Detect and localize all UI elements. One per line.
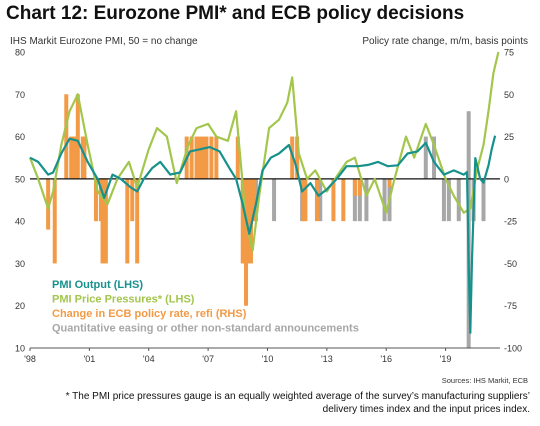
footnote: * The PMI price pressures gauge is an eq… xyxy=(10,390,530,416)
refi-bar-2009-05 xyxy=(252,178,257,222)
right-tick-label: -75 xyxy=(504,301,517,311)
refi-bar-2001-11 xyxy=(103,178,108,264)
refi-bar-2001-09 xyxy=(100,178,105,264)
refi-bar-2006-12 xyxy=(204,136,209,179)
refi-bar-2007-06 xyxy=(214,136,219,179)
legend-qe: Quantitative easing or other non-standar… xyxy=(52,323,359,335)
qe-marker-2018-01 xyxy=(423,136,428,179)
left-tick-label: 30 xyxy=(15,259,25,269)
refi-bar-2000-10 xyxy=(82,136,87,179)
x-tick-label: '98 xyxy=(24,354,36,364)
right-tick-label: 50 xyxy=(504,90,514,100)
legend-output: PMI Output (LHS) xyxy=(52,279,143,291)
refi-bar-2008-07 xyxy=(235,136,240,179)
footnote-line-2: delivery times index and the input price… xyxy=(322,404,530,415)
refi-bar-1999-11 xyxy=(64,94,69,179)
source-note: Sources: IHS Markit, ECB xyxy=(441,376,528,385)
left-tick-label: 60 xyxy=(15,132,25,142)
refi-bar-2001-05 xyxy=(93,178,98,222)
refi-bars xyxy=(46,94,392,306)
chart-title: Chart 12: Eurozone PMI* and ECB policy d… xyxy=(6,3,465,24)
refi-bar-2003-06 xyxy=(135,178,140,264)
qe-marker-2019-09 xyxy=(456,178,461,222)
right-tick-label: -25 xyxy=(504,217,517,227)
qe-marker-2018-06 xyxy=(432,136,437,179)
qe-marker-2014-06 xyxy=(352,178,357,222)
left-tick-label: 70 xyxy=(15,90,25,100)
left-tick-label: 10 xyxy=(15,344,25,354)
refi-bar-2000-04 xyxy=(72,136,77,179)
qe-marker-2015-12 xyxy=(382,178,387,222)
refi-bar-2016-03 xyxy=(387,178,392,188)
pmi-series-lines xyxy=(28,51,500,334)
right-tick-label: 75 xyxy=(504,48,514,58)
x-tick-label: '10 xyxy=(262,354,274,364)
refi-bar-1999-04 xyxy=(52,178,57,264)
left-tick-label: 80 xyxy=(15,48,25,58)
refi-bar-2006-03 xyxy=(189,136,194,179)
x-tick-label: '19 xyxy=(440,354,452,364)
qe-marker-2019-03 xyxy=(446,178,451,222)
refi-bar-2006-06 xyxy=(194,136,199,179)
refi-bar-2003-03 xyxy=(130,178,135,222)
qe-marker-2010-05 xyxy=(272,178,277,222)
footnote-line-1: * The PMI price pressures gauge is an eq… xyxy=(65,391,530,402)
refi-bar-2014-06 xyxy=(352,178,357,196)
x-tick-label: '13 xyxy=(321,354,333,364)
legend: PMI Output (LHS) PMI Price Pressures* (LH… xyxy=(52,279,359,335)
refi-bar-2002-12 xyxy=(125,178,130,264)
left-tick-label: 20 xyxy=(15,301,25,311)
pmi-output-line xyxy=(29,135,497,334)
left-axis-note: IHS Markit Eurozone PMI, 50 = no change xyxy=(10,36,198,47)
refi-bar-2014-09 xyxy=(357,178,362,196)
refi-bar-2009-03 xyxy=(248,178,253,264)
refi-bar-2007-03 xyxy=(209,136,214,179)
right-tick-label: -50 xyxy=(504,259,517,269)
x-tick-label: '07 xyxy=(202,354,214,364)
legend-refi: Change in ECB policy rate, refi (RHS) xyxy=(52,308,247,320)
refi-bar-2006-10 xyxy=(201,136,206,179)
refi-bar-1998-12 xyxy=(46,178,51,230)
pmi-price-pressures-line xyxy=(28,51,500,252)
refi-bar-2013-05 xyxy=(331,178,336,222)
x-tick-label: '04 xyxy=(143,354,155,364)
refi-bar-2013-11 xyxy=(341,178,346,222)
x-tick-label: '01 xyxy=(84,354,96,364)
refi-bar-2011-07 xyxy=(295,136,300,179)
axis-ticks: 10 20 30 40 50 60 70 80 -100 -75 -50 -25 0 25 50 75 '98 '… xyxy=(15,48,522,365)
qe-marker-2015-01 xyxy=(364,178,369,222)
qe-marker-2018-12 xyxy=(441,178,446,222)
right-axis-note: Policy rate change, m/m, basis points xyxy=(362,36,528,47)
legend-price-pressures: PMI Price Pressures* (LHS) xyxy=(52,294,195,306)
refi-bar-2009-01 xyxy=(245,178,250,264)
qe-marker-2014-09 xyxy=(357,178,362,222)
right-tick-label: 0 xyxy=(504,174,509,184)
x-tick-label: '16 xyxy=(380,354,392,364)
right-tick-label: 25 xyxy=(504,132,514,142)
left-tick-label: 40 xyxy=(15,217,25,227)
qe-marker-2020-12 xyxy=(481,178,486,222)
left-tick-label: 50 xyxy=(15,174,25,184)
refi-bar-2006-08 xyxy=(197,136,202,179)
refi-bar-2012-07 xyxy=(314,178,319,222)
right-tick-label: -100 xyxy=(504,344,522,354)
refi-bar-2000-06 xyxy=(75,94,80,179)
qe-marker-2012-09 xyxy=(318,178,323,222)
refi-bar-2011-12 xyxy=(303,178,308,222)
